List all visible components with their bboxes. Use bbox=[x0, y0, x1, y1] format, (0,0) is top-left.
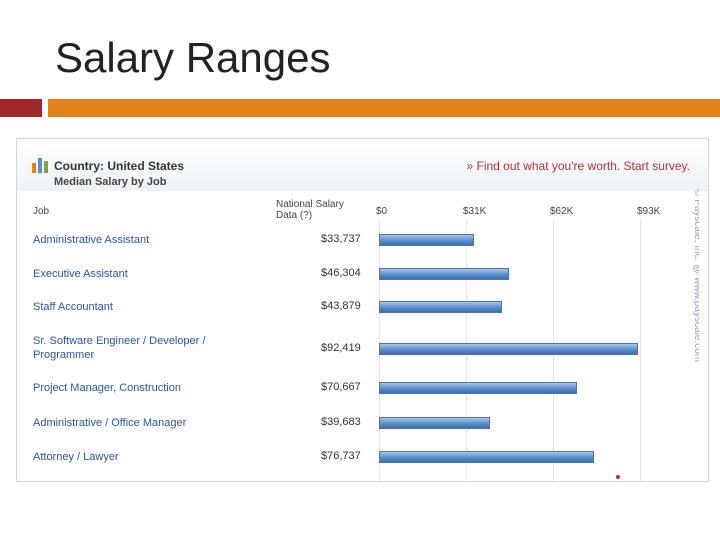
salary-value-label: $46,304 bbox=[321, 267, 361, 279]
salary-bar bbox=[379, 234, 474, 246]
salary-bar bbox=[379, 301, 503, 313]
job-title-link[interactable]: Attorney / Lawyer bbox=[33, 451, 119, 463]
salary-value-label: $76,737 bbox=[321, 450, 361, 462]
salary-value-label: $70,667 bbox=[321, 381, 361, 393]
slide-title: Salary Ranges bbox=[55, 34, 331, 81]
salary-chart-panel: Country: United States Median Salary by … bbox=[16, 138, 709, 482]
job-title-link[interactable]: Administrative Assistant bbox=[33, 234, 150, 246]
x-tick-label: $62K bbox=[550, 206, 574, 217]
title-rule-orange bbox=[48, 99, 720, 117]
title-rule-gap bbox=[42, 99, 48, 117]
column-header-national-salary: National Salary Data (?) bbox=[276, 199, 344, 221]
x-gridline bbox=[640, 219, 641, 481]
job-title-link[interactable]: Project Manager, Construction bbox=[33, 382, 181, 394]
salary-value-label: $33,737 bbox=[321, 233, 361, 245]
salary-value-label: $39,683 bbox=[321, 416, 361, 428]
svg-text:© Payscale, Inc. @ www.payscal: © Payscale, Inc. @ www.payscale.com bbox=[692, 189, 699, 362]
salary-bar bbox=[379, 268, 509, 280]
salary-bar bbox=[379, 382, 578, 394]
x-tick-label: $93K bbox=[637, 206, 661, 217]
job-title-link[interactable]: Executive Assistant bbox=[33, 268, 128, 280]
country-label: Country: United States bbox=[54, 159, 185, 173]
bar-chart-logo-icon bbox=[32, 158, 48, 173]
salary-bar bbox=[379, 417, 491, 429]
title-rule-red bbox=[0, 99, 42, 117]
job-title-link[interactable]: Staff Accountant bbox=[33, 301, 113, 313]
salary-value-label: $92,419 bbox=[321, 342, 361, 354]
chart-subtitle: Median Salary by Job bbox=[54, 176, 167, 188]
panel-header: Country: United States Median Salary by … bbox=[17, 139, 708, 191]
x-tick-label: $31K bbox=[463, 206, 487, 217]
job-title-link[interactable]: Administrative / Office Manager bbox=[33, 417, 187, 429]
salary-bar bbox=[379, 451, 595, 463]
copyright-watermark: © Payscale, Inc. @ www.payscale.com bbox=[692, 189, 699, 362]
job-title-link[interactable]: Sr. Software Engineer / Developer / Prog… bbox=[33, 335, 206, 361]
x-tick-label: $0 bbox=[376, 206, 388, 217]
survey-link[interactable]: » Find out what you're worth. Start surv… bbox=[466, 159, 691, 173]
salary-value-label: $43,879 bbox=[321, 300, 361, 312]
salary-bar bbox=[379, 343, 639, 355]
column-header-job: Job bbox=[33, 206, 50, 217]
footer-dot bbox=[616, 475, 620, 479]
